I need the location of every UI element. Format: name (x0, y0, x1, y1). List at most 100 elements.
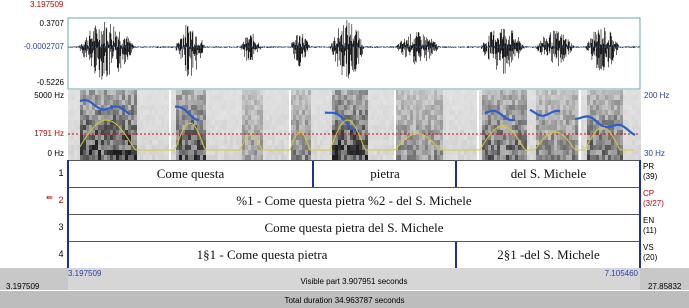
spectrogram-cell (569, 90, 572, 95)
spectrogram-cell (314, 140, 317, 145)
tier-count: (20) (643, 253, 657, 263)
spectrogram-cell (263, 90, 266, 95)
spectrogram-cell (347, 140, 350, 145)
interval[interactable]: %1 - Come questa pietra %2 - del S. Mich… (68, 188, 640, 214)
spectrogram-cell (194, 100, 197, 105)
spectrogram-cell (602, 110, 605, 115)
spectrogram-cell (416, 145, 419, 150)
spectrogram-cell (101, 145, 104, 150)
spectrogram-cell (308, 105, 311, 110)
spectrogram-cell (146, 115, 149, 120)
spectrogram-cell (77, 90, 80, 95)
spectrogram-cell (629, 100, 632, 105)
spectrogram-cell (161, 125, 164, 130)
spectrogram-cell (176, 115, 179, 120)
spectrogram-cell (365, 90, 368, 95)
spectrogram-cell (116, 115, 119, 120)
spectrogram-cell (260, 100, 263, 105)
spectrogram-cell (314, 110, 317, 115)
spectrogram-cell (368, 135, 371, 140)
interval[interactable]: del S. Michele (457, 161, 640, 187)
spectrogram-cell (359, 95, 362, 100)
spectrogram-cell (587, 110, 590, 115)
spectrogram-cell (506, 135, 509, 140)
spectrogram-cell (275, 135, 278, 140)
spectrogram-cell (278, 110, 281, 115)
spectrogram-cell (71, 105, 74, 110)
spectrogram-cell (413, 105, 416, 110)
spectrogram-cell (140, 135, 143, 140)
spectrogram-cell (536, 125, 539, 130)
spectrogram-cell (293, 115, 296, 120)
spectrogram-cell (140, 100, 143, 105)
spectrogram-cell (86, 120, 89, 125)
spectrogram-cell (236, 135, 239, 140)
spectrogram-cell (74, 90, 77, 95)
spectrogram-cell (623, 90, 626, 95)
spectrogram-cell (353, 115, 356, 120)
spectrogram-cell (599, 140, 602, 145)
spectrogram-cell (548, 145, 551, 150)
spectrogram-cell (230, 105, 233, 110)
spectrogram-cell (611, 140, 614, 145)
spectrogram-cell (242, 90, 245, 95)
spectrogram-cell (494, 100, 497, 105)
tier-name: PR (643, 162, 657, 172)
spectrogram-cell (140, 140, 143, 145)
spectrogram-cell (281, 135, 284, 140)
spectrogram-cell (188, 125, 191, 130)
spectrogram-cell (635, 145, 638, 150)
spectrogram-cell (119, 115, 122, 120)
spectrogram-cell (218, 110, 221, 115)
spectrogram-cell (617, 95, 620, 100)
spectrogram-cell (155, 100, 158, 105)
spectrogram-cell (236, 115, 239, 120)
spectrogram-cell (266, 140, 269, 145)
spectrogram-cell (590, 145, 593, 150)
spectrogram-cell (509, 145, 512, 150)
spectrogram-cell (572, 95, 575, 100)
interval[interactable]: pietra (314, 161, 456, 187)
spectrogram-cell (338, 95, 341, 100)
spectrogram-cell (191, 90, 194, 95)
spectrogram-cell (602, 90, 605, 95)
spectrogram-cell (266, 120, 269, 125)
spectrogram-cell (329, 135, 332, 140)
spectrogram-cell (383, 140, 386, 145)
spectrogram-cell (164, 145, 167, 150)
tier[interactable]: Come questa pietra del S. Michele (68, 160, 640, 187)
tier[interactable]: Come questa pietra del S. Michele (68, 214, 640, 241)
spectrogram-cell (560, 125, 563, 130)
tier[interactable]: 1§1 - Come questa pietra 2§1 -del S. Mic… (68, 241, 640, 269)
spectrogram-cell (605, 105, 608, 110)
spectrogram-cell (608, 105, 611, 110)
spectrogram-cell (362, 100, 365, 105)
spectrogram-cell (518, 145, 521, 150)
spectrogram-cell (485, 95, 488, 100)
spectrogram-cell (401, 110, 404, 115)
spectrogram-cell (536, 95, 539, 100)
spectrogram-cell (458, 125, 461, 130)
spectrogram-cell (608, 140, 611, 145)
spectrogram-cell (308, 115, 311, 120)
tier[interactable]: %1 - Come questa pietra %2 - del S. Mich… (68, 187, 640, 214)
spectrogram-cell (179, 100, 182, 105)
spectrogram-cell (443, 100, 446, 105)
interval[interactable]: Come questa pietra del S. Michele (68, 215, 640, 241)
interval[interactable]: Come questa (68, 161, 313, 187)
interval[interactable]: 2§1 -del S. Michele (457, 242, 640, 268)
spectrogram-cell (599, 90, 602, 95)
spectrogram-cell (203, 90, 206, 95)
spectrogram-cell (281, 120, 284, 125)
spectrogram-cell (227, 140, 230, 145)
spectrogram-cell (68, 115, 71, 120)
spectrogram-cell (230, 150, 233, 155)
spectrogram-cell (191, 95, 194, 100)
spectrogram-cell (428, 145, 431, 150)
spectrogram-cell (467, 100, 470, 105)
interval[interactable]: 1§1 - Come questa pietra (68, 242, 456, 268)
spectrogram-cell (356, 150, 359, 155)
spectrogram-cell (122, 100, 125, 105)
spectrogram-cell (533, 105, 536, 110)
spectrogram-cell (347, 115, 350, 120)
